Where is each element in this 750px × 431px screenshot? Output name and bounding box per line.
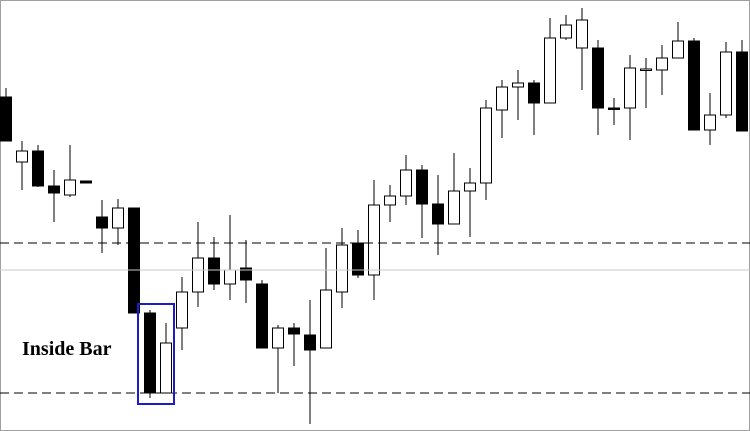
candle-body bbox=[128, 207, 140, 314]
candle-body bbox=[576, 19, 588, 49]
candle-body bbox=[656, 57, 668, 71]
candle-body bbox=[560, 24, 572, 39]
candle-body bbox=[704, 114, 716, 131]
candle-body bbox=[336, 244, 348, 293]
candle-body bbox=[0, 96, 12, 142]
candle-body bbox=[640, 68, 652, 71]
candle-body bbox=[384, 195, 396, 206]
candle-body bbox=[256, 283, 268, 349]
candle-body bbox=[528, 82, 540, 104]
candle-body bbox=[240, 267, 252, 281]
candle-body bbox=[160, 342, 172, 394]
candle-body bbox=[496, 86, 508, 111]
candle-body bbox=[592, 47, 604, 109]
candle-body bbox=[32, 150, 44, 187]
candle-body bbox=[208, 257, 220, 285]
candle-body bbox=[288, 327, 300, 335]
candle-body bbox=[192, 257, 204, 293]
candle-body bbox=[512, 82, 524, 88]
candle-body bbox=[80, 180, 92, 184]
candle-body bbox=[304, 334, 316, 351]
candle-body bbox=[448, 190, 460, 225]
candle-body bbox=[368, 204, 380, 276]
candle-body bbox=[112, 207, 124, 229]
candle-body bbox=[672, 40, 684, 59]
candle-body bbox=[464, 182, 476, 192]
candle-body bbox=[320, 289, 332, 349]
candle-body bbox=[272, 327, 284, 349]
candle-body bbox=[720, 51, 732, 116]
candle-body bbox=[624, 67, 636, 109]
candle-body bbox=[416, 169, 428, 205]
candle-body bbox=[480, 107, 492, 184]
candle-body bbox=[224, 269, 236, 285]
candle-body bbox=[688, 40, 700, 131]
highlight-box bbox=[137, 303, 175, 405]
candle-body bbox=[608, 107, 620, 110]
candle-body bbox=[544, 37, 556, 104]
candle-body bbox=[64, 179, 76, 196]
candle-body bbox=[176, 291, 188, 329]
candle-body bbox=[144, 312, 156, 394]
annotation: Inside Bar bbox=[22, 338, 112, 360]
candle-body bbox=[400, 169, 412, 197]
candle-body bbox=[48, 185, 60, 194]
candle-body bbox=[432, 203, 444, 225]
candle-body bbox=[736, 51, 748, 132]
candle-body bbox=[96, 216, 108, 229]
candle-body bbox=[16, 150, 28, 163]
